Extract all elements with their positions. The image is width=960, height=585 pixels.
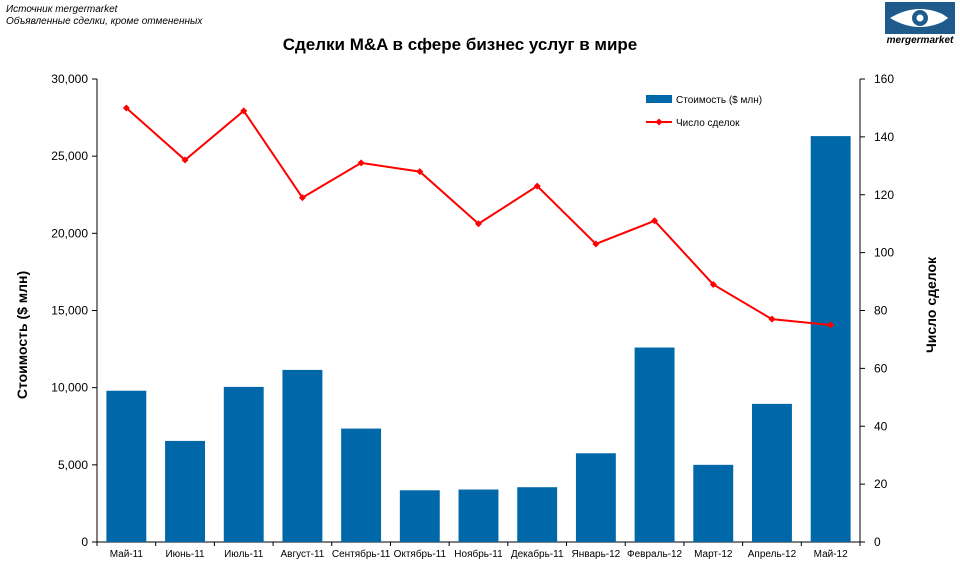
bar <box>693 464 734 542</box>
y-tick-label-right: 140 <box>874 130 894 144</box>
bar <box>458 489 499 542</box>
x-tick-label: Июль-11 <box>224 549 264 560</box>
x-tick-label: Сентябрь-11 <box>332 548 391 560</box>
x-tick-label: Август-11 <box>281 549 325 560</box>
line-point <box>181 156 189 164</box>
line-point <box>122 104 130 112</box>
y-tick-label-right: 20 <box>874 477 888 491</box>
logo-wordmark: mergermarket <box>886 35 954 46</box>
source-note: Источник mergermarket Объявленные сделки… <box>6 4 202 28</box>
x-tick-label: Май-12 <box>814 549 848 560</box>
x-tick-label: Октябрь-11 <box>394 548 447 560</box>
y-tick-label-right: 160 <box>874 72 894 86</box>
line-point <box>533 182 541 190</box>
x-tick-label: Июнь-11 <box>165 549 205 560</box>
bar <box>634 347 675 542</box>
y-tick-label-right: 80 <box>874 304 888 318</box>
x-tick-label: Май-11 <box>110 549 144 560</box>
x-tick-label: Февраль-12 <box>627 549 683 560</box>
y-tick-label-left: 10,000 <box>51 381 88 395</box>
line-point <box>651 217 659 225</box>
x-tick-label: Январь-12 <box>572 549 621 560</box>
bar <box>517 487 558 542</box>
legend-label-bars: Стоимость ($ млн) <box>676 95 762 106</box>
y-tick-label-right: 120 <box>874 188 894 202</box>
y-axis-title-right: Число сделок <box>923 256 939 353</box>
bar <box>106 390 147 542</box>
line-point <box>592 240 600 248</box>
x-tick-label: Апрель-12 <box>748 549 797 560</box>
line-point <box>709 280 717 288</box>
y-tick-label-right: 100 <box>874 246 894 260</box>
x-tick-label: Март-12 <box>694 549 733 560</box>
legend-marker-line <box>655 118 663 126</box>
y-tick-label-left: 30,000 <box>51 72 88 86</box>
bar <box>399 490 440 542</box>
bar <box>752 403 792 542</box>
bar <box>165 440 205 542</box>
bar <box>282 369 323 542</box>
eye-fish-logo-icon <box>885 2 955 34</box>
y-tick-label-left: 20,000 <box>51 226 88 240</box>
line-point <box>357 159 365 167</box>
source-line-2: Объявленные сделки, кроме отмененных <box>6 16 203 27</box>
y-tick-label-left: 0 <box>81 535 88 549</box>
bar <box>223 386 264 542</box>
chart-title: Сделки M&A в сфере бизнес услуг в мире <box>282 35 638 54</box>
line-point <box>827 321 835 329</box>
line-point <box>298 194 306 202</box>
y-axis-title-left: Стоимость ($ млн) <box>14 271 30 399</box>
y-tick-label-right: 60 <box>874 361 888 375</box>
y-tick-label-right: 0 <box>874 535 881 549</box>
bar <box>810 136 851 542</box>
legend-label-line: Число сделок <box>676 118 740 129</box>
y-tick-label-left: 15,000 <box>51 304 88 318</box>
source-line-1: Источник mergermarket <box>6 4 118 15</box>
line-point <box>240 107 248 115</box>
line-point <box>475 220 482 228</box>
bar <box>341 428 382 542</box>
x-tick-label: Декабрь-11 <box>511 548 564 560</box>
line-series <box>125 107 831 326</box>
x-tick-label: Ноябрь-11 <box>454 548 503 560</box>
line-point <box>416 168 424 176</box>
line-point <box>768 315 776 323</box>
y-tick-label-left: 5,000 <box>58 458 88 472</box>
y-tick-label-right: 40 <box>874 419 888 433</box>
bar <box>575 453 616 542</box>
legend-swatch-bars <box>646 95 672 103</box>
y-tick-label-left: 25,000 <box>51 149 88 163</box>
